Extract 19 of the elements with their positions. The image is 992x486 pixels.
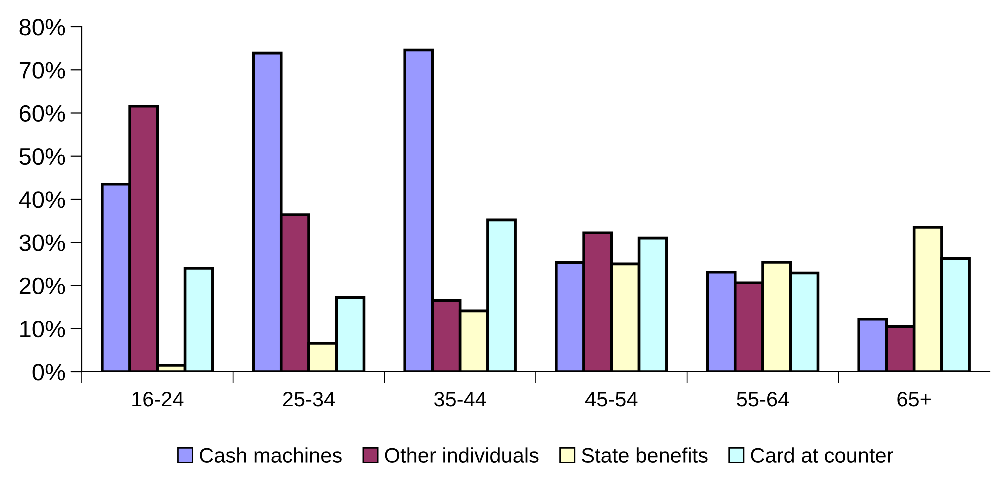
legend-label: Cash machines <box>200 448 342 463</box>
x-tick-label: 65+ <box>898 392 931 407</box>
y-tick-label: 10% <box>20 320 66 338</box>
y-tick-label: 60% <box>20 105 66 122</box>
y-tick-label: 80% <box>20 19 66 36</box>
y-tick-label: 70% <box>20 62 66 79</box>
y-tick-label: 20% <box>20 278 66 295</box>
y-tick-label: 0% <box>32 364 66 381</box>
legend-label: State benefits <box>582 448 708 463</box>
y-tick-label: 50% <box>20 148 66 166</box>
legend-label: Other individuals <box>385 448 539 463</box>
x-tick-label: 25-34 <box>283 392 336 407</box>
x-tick-label: 55-64 <box>737 392 790 407</box>
legend-label: Card at counter <box>751 448 894 463</box>
y-tick-label: 30% <box>20 234 66 252</box>
x-tick-label: 45-54 <box>586 392 638 407</box>
y-tick-label: 40% <box>19 192 66 208</box>
x-tick-label: 35-44 <box>434 392 486 407</box>
x-tick-label: 16-24 <box>132 392 184 407</box>
